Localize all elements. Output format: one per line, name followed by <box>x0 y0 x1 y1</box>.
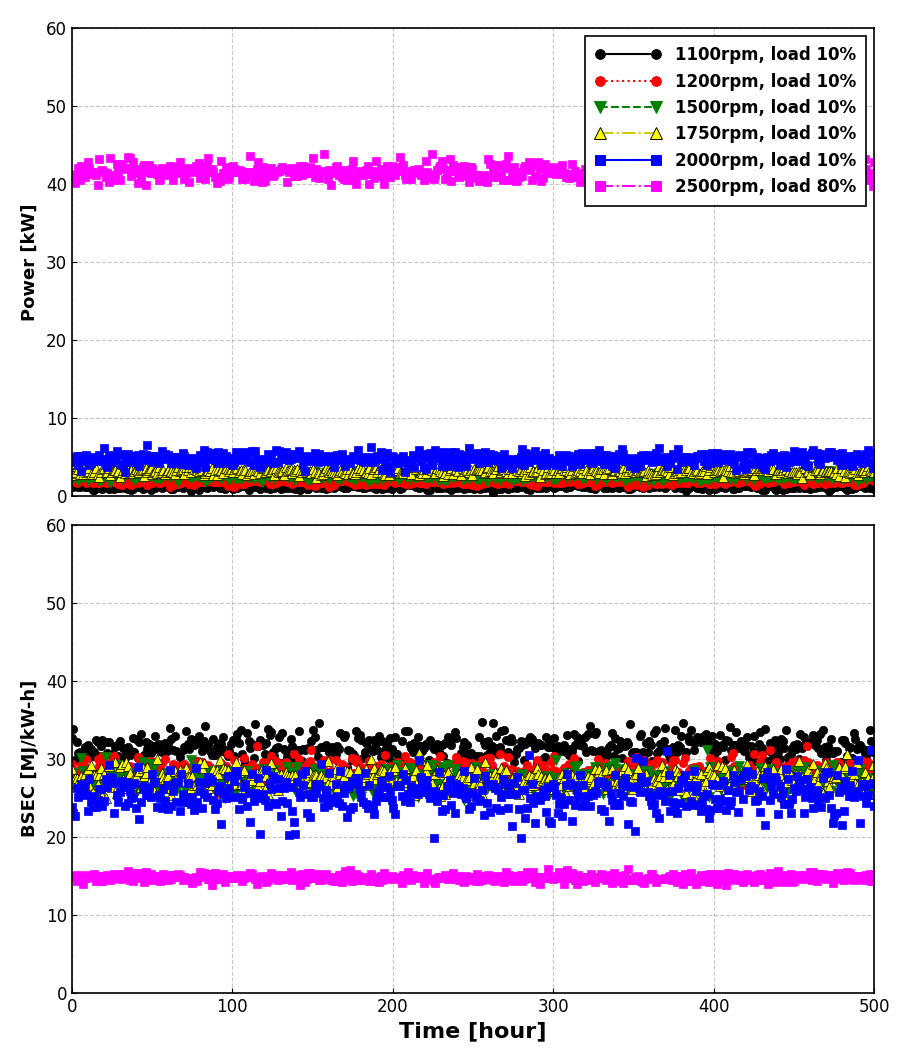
1500rpm, load 10% <box>557 463 568 476</box>
2000rpm, load 10% <box>504 459 515 472</box>
1200rpm, load 10% <box>869 474 880 486</box>
1500rpm, load 10% <box>449 470 460 483</box>
2000rpm, load 10% <box>548 456 558 468</box>
1100rpm, load 10% <box>869 483 880 496</box>
Line: 1100rpm, load 10%: 1100rpm, load 10% <box>67 475 878 497</box>
X-axis label: Time [hour]: Time [hour] <box>399 1022 547 1041</box>
1200rpm, load 10% <box>454 476 465 489</box>
Line: 1500rpm, load 10%: 1500rpm, load 10% <box>67 464 879 489</box>
2500rpm, load 80% <box>726 169 737 182</box>
1500rpm, load 10% <box>67 472 77 484</box>
1100rpm, load 10% <box>548 479 558 492</box>
Legend: 1100rpm, load 10%, 1200rpm, load 10%, 1500rpm, load 10%, 1750rpm, load 10%, 2000: 1100rpm, load 10%, 1200rpm, load 10%, 15… <box>585 36 866 206</box>
1750rpm, load 10% <box>726 466 737 479</box>
1100rpm, load 10% <box>454 480 465 493</box>
1750rpm, load 10% <box>447 467 458 480</box>
Line: 1750rpm, load 10%: 1750rpm, load 10% <box>67 459 879 482</box>
1200rpm, load 10% <box>229 481 240 494</box>
2000rpm, load 10% <box>727 452 738 465</box>
1200rpm, load 10% <box>449 475 460 487</box>
1750rpm, load 10% <box>453 464 464 477</box>
1100rpm, load 10% <box>403 473 414 485</box>
1500rpm, load 10% <box>502 472 513 484</box>
2000rpm, load 10% <box>869 458 880 470</box>
2000rpm, load 10% <box>142 439 153 451</box>
1750rpm, load 10% <box>67 468 77 481</box>
Line: 2000rpm, load 10%: 2000rpm, load 10% <box>67 441 878 477</box>
2500rpm, load 80% <box>869 156 880 169</box>
1200rpm, load 10% <box>502 474 513 486</box>
1750rpm, load 10% <box>454 458 465 470</box>
1500rpm, load 10% <box>105 477 116 490</box>
1100rpm, load 10% <box>853 478 864 491</box>
1500rpm, load 10% <box>454 468 465 481</box>
1100rpm, load 10% <box>67 479 77 492</box>
1100rpm, load 10% <box>504 478 515 491</box>
2500rpm, load 80% <box>426 148 437 160</box>
Y-axis label: Power [kW]: Power [kW] <box>21 203 39 321</box>
2000rpm, load 10% <box>67 456 77 468</box>
2000rpm, load 10% <box>853 452 864 465</box>
Line: 2500rpm, load 80%: 2500rpm, load 80% <box>67 150 878 191</box>
2500rpm, load 80% <box>454 171 465 184</box>
2500rpm, load 80% <box>844 181 855 193</box>
1100rpm, load 10% <box>487 486 498 499</box>
2000rpm, load 10% <box>451 452 462 465</box>
2000rpm, load 10% <box>456 455 466 467</box>
1500rpm, load 10% <box>546 468 557 481</box>
2500rpm, load 80% <box>546 161 557 174</box>
1100rpm, load 10% <box>727 482 738 495</box>
2000rpm, load 10% <box>384 466 395 479</box>
1750rpm, load 10% <box>796 472 807 484</box>
Line: 1200rpm, load 10%: 1200rpm, load 10% <box>67 473 878 492</box>
1500rpm, load 10% <box>869 469 880 482</box>
1750rpm, load 10% <box>502 466 513 479</box>
2500rpm, load 80% <box>67 169 77 182</box>
1750rpm, load 10% <box>853 468 864 481</box>
1200rpm, load 10% <box>853 473 864 485</box>
1200rpm, load 10% <box>726 473 737 485</box>
2500rpm, load 80% <box>449 165 460 177</box>
1200rpm, load 10% <box>546 475 557 487</box>
1200rpm, load 10% <box>67 473 77 485</box>
1750rpm, load 10% <box>546 467 557 480</box>
1500rpm, load 10% <box>853 475 864 487</box>
2500rpm, load 80% <box>502 150 513 162</box>
2500rpm, load 80% <box>853 168 864 181</box>
1500rpm, load 10% <box>727 466 738 479</box>
1750rpm, load 10% <box>869 465 880 478</box>
1200rpm, load 10% <box>795 470 806 483</box>
Y-axis label: BSEC [MJ/kW-h]: BSEC [MJ/kW-h] <box>21 680 39 838</box>
1100rpm, load 10% <box>449 481 460 494</box>
